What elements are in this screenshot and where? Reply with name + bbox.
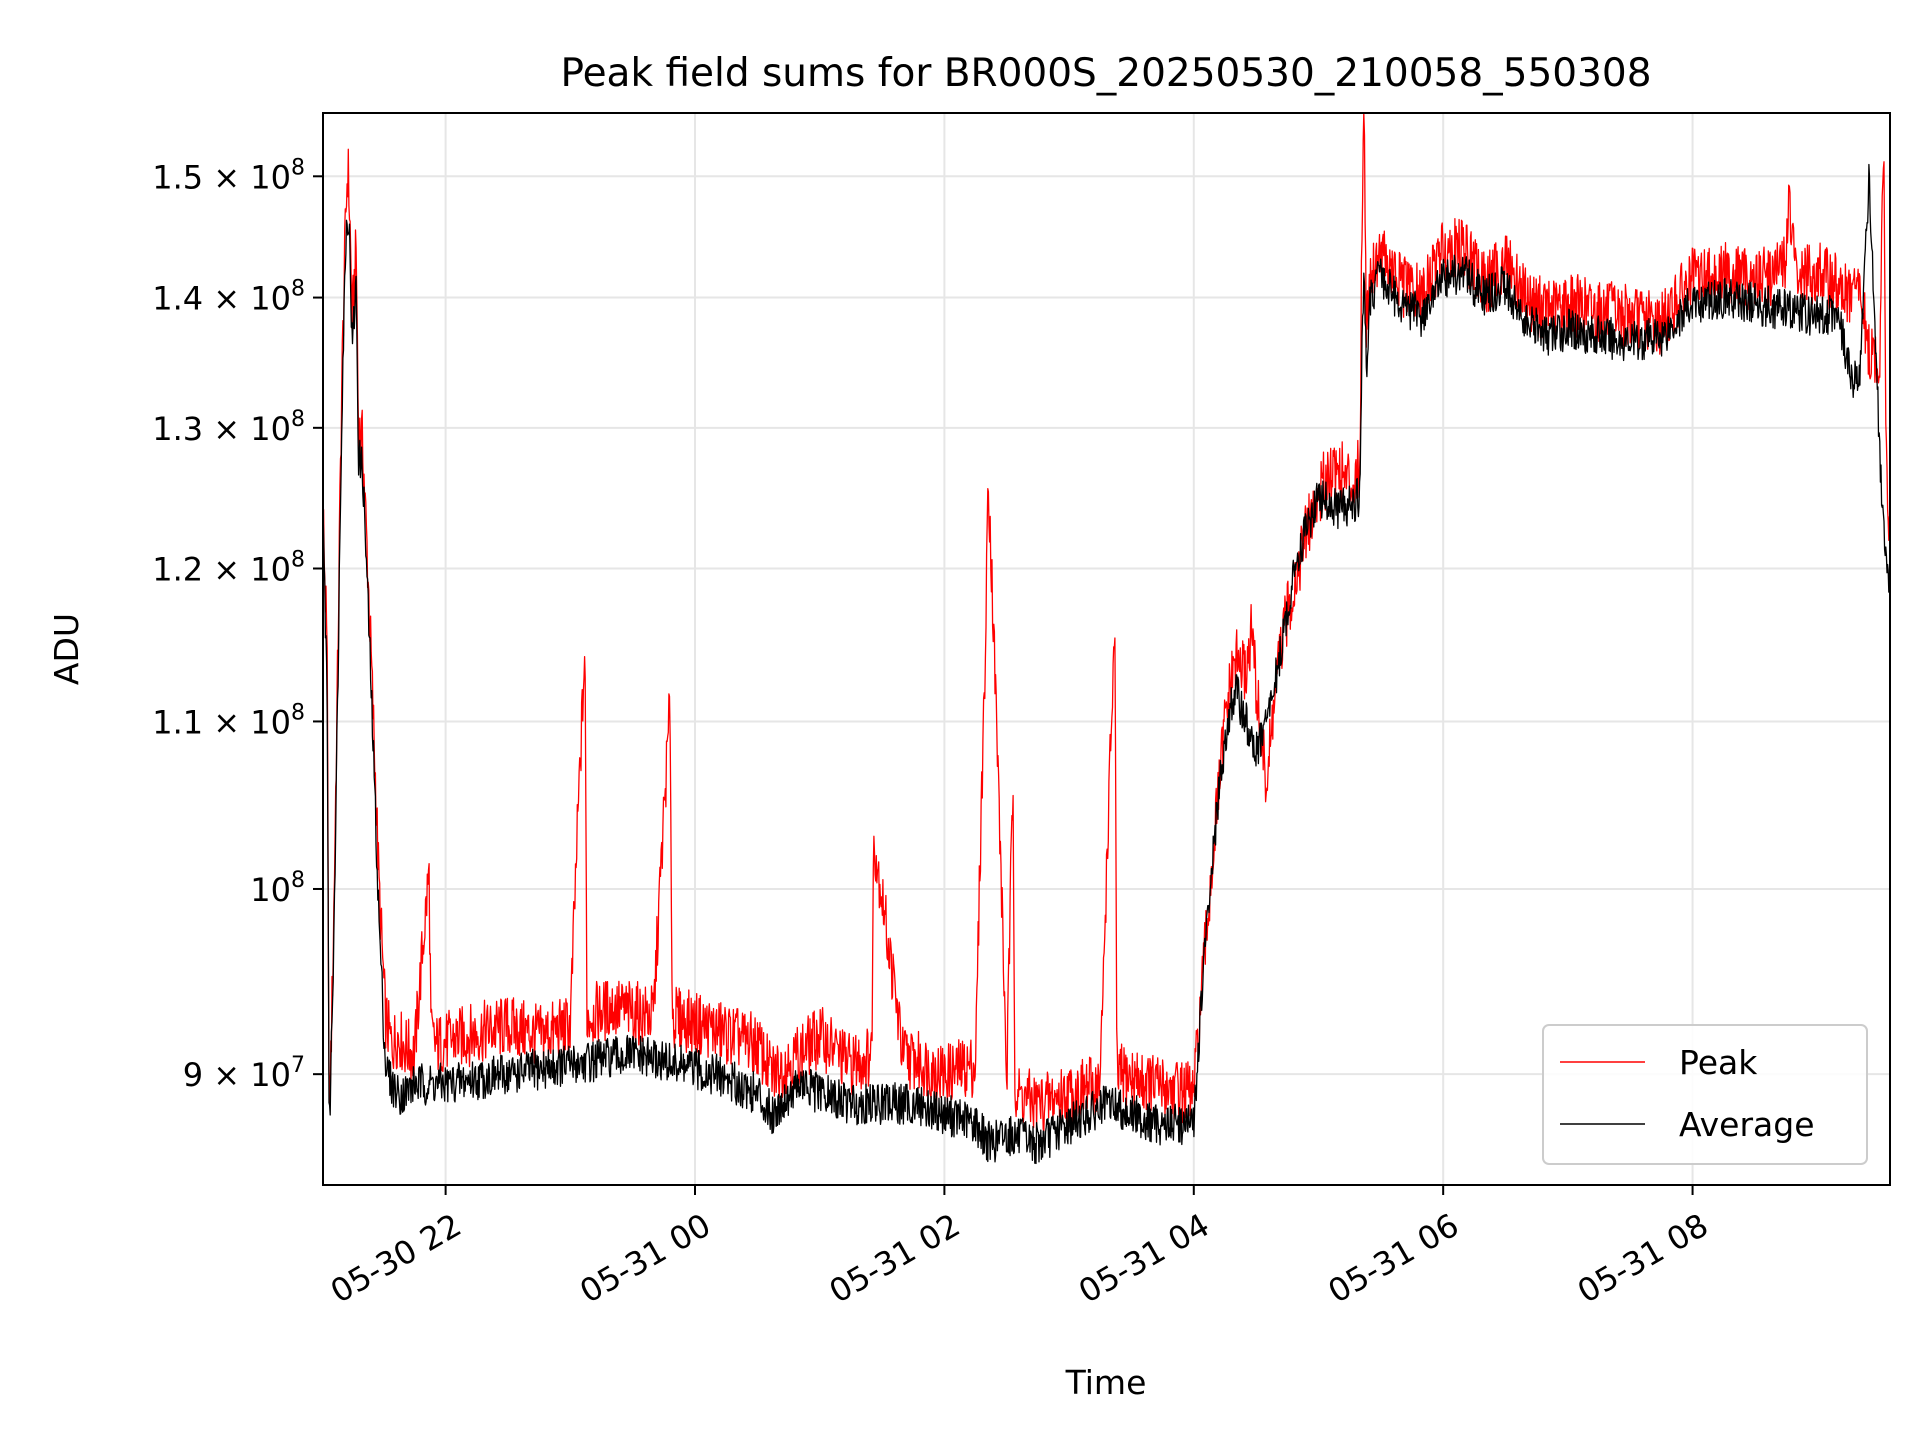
legend-frame bbox=[1542, 1024, 1868, 1165]
y-tick-label: 1.3 × 108 bbox=[152, 407, 305, 448]
series-line-average bbox=[322, 163, 1891, 1165]
x-axis-label: Time bbox=[1065, 1363, 1147, 1402]
y-tick-label: 1.2 × 108 bbox=[152, 548, 305, 589]
y-tick-label: 1.5 × 108 bbox=[152, 155, 305, 196]
plot-frame bbox=[322, 112, 1891, 1186]
grid bbox=[323, 113, 1890, 1185]
legend: Peak Average bbox=[1542, 1024, 1868, 1165]
y-tick-label: 108 bbox=[250, 868, 305, 909]
y-tick-label: 9 × 107 bbox=[183, 1053, 305, 1094]
y-tick-label: 1.4 × 108 bbox=[152, 277, 305, 318]
chart-title: Peak field sums for BR000S_20250530_2100… bbox=[560, 51, 1651, 96]
y-tick-label: 1.1 × 108 bbox=[152, 700, 305, 741]
legend-label-peak: Peak bbox=[1679, 1043, 1758, 1082]
legend-label-average: Average bbox=[1679, 1105, 1815, 1144]
series-lines bbox=[322, 112, 1891, 1165]
series-line-peak bbox=[322, 112, 1891, 1132]
y-axis-label: ADU bbox=[47, 613, 86, 685]
